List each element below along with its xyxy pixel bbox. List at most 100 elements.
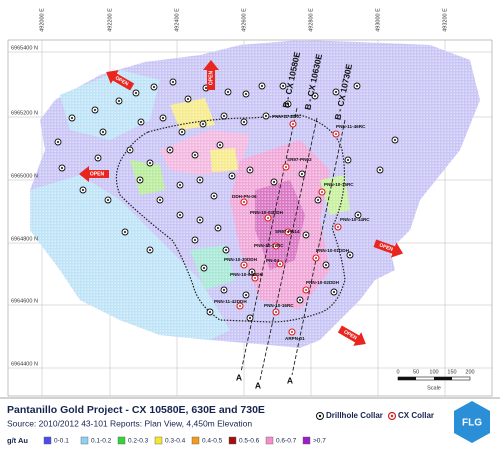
drillhole-dot [251,271,253,273]
drillhole-dot [194,154,196,156]
drillhole-label: PNN-10-01DDH [316,248,350,253]
drillhole-label: PNN-10-03DDH [250,210,284,215]
drillhole-dot [249,317,251,319]
drillhole-dot [249,169,251,171]
drillhole-dot [335,91,337,93]
drillhole-dot [187,98,189,100]
cx-dot [292,123,294,125]
drillhole-dot [394,139,396,141]
legend-drillhole-dot [318,414,322,418]
grade-swatch [265,436,274,445]
drillhole-dot [162,117,164,119]
drillhole-label: PNN-10-30DDH [224,257,258,262]
drillhole-dot [172,81,174,83]
section-line [240,107,298,373]
arrow-shape [106,70,135,91]
drillhole-dot [139,179,141,181]
drillhole-dot [97,157,99,159]
drillhole-dot [107,199,109,201]
logo-shape [454,401,490,443]
collars [54,78,399,336]
section-lines [240,107,346,381]
drillhole-dot [149,249,151,251]
drillhole-label: SR97-PN14 [275,229,300,234]
drillhole-dot [118,100,120,102]
grade-swatch [80,436,89,445]
legend-drillhole-label: Drillhole Collar [326,411,383,420]
scale-tick: 150 [447,369,456,375]
drillhole-dot [225,249,227,251]
drillhole-label: PNN-10-02DDH [306,280,340,285]
drillhole-label: PNN-10-14RC [340,217,370,222]
scale-bar-fill [398,377,416,380]
section-line [291,119,346,376]
cx-dot [275,311,277,313]
cx-dot [305,289,307,291]
drillhole-dot [287,103,289,105]
drillhole-dot [124,231,126,233]
cx-dot [321,191,323,193]
drillhole-label: PNN-10-04DDH [230,272,264,277]
drillhole-dot [325,264,327,266]
drillhole-dot [169,149,171,151]
grade-swatch [302,436,311,445]
drillhole-dot [245,294,247,296]
northing-label: 6964600 N [11,298,38,304]
open-arrow: OPEN [373,239,404,258]
grade-swatch [191,436,200,445]
grade-swatch [154,436,163,445]
grade-range: 0.1-0.2 [91,438,112,445]
drillhole-dot [379,169,381,171]
northing-label: 6965200 N [11,110,38,116]
section-line [259,117,318,381]
drillhole-dot [347,159,349,161]
drillhole-dot [223,115,225,117]
arrow-shape [203,60,219,90]
drillhole-dot [317,199,319,201]
drillhole-dot [179,214,181,216]
drillhole-label: PNN-11-42DDH [214,299,247,304]
drillhole-dot [305,234,307,236]
scale-tick: 50 [413,369,419,375]
drillhole-dot [213,195,215,197]
source: Source: 2010/2012 43-101 Reports: Plan V… [7,418,252,428]
scale-bar-fill [434,377,452,380]
cx-dot [291,331,293,333]
open-arrow: OPEN [79,166,109,182]
legend-cx-dot [390,414,394,418]
drillhole-dot [82,189,84,191]
northing-label: 6964800 N [11,236,38,242]
drillhole-dot [153,86,155,88]
open-label: OPEN [90,171,105,177]
scale-tick: 200 [465,369,474,375]
grade-range: 0.5-0.6 [239,438,260,445]
arrow-shape [79,166,109,182]
drillhole-dot [181,131,183,133]
drillhole-dot [282,85,284,87]
grade-swatch [43,436,52,445]
drillhole-label: PN-04 [266,258,279,263]
drillhole-dot [245,93,247,95]
cx-dot [243,201,245,203]
grade-range: 0.6-0.7 [276,438,297,445]
drillhole-dot [179,184,181,186]
cx-dot [335,133,337,135]
drillhole-dot [349,254,351,256]
cx-dot [267,217,269,219]
drillhole-dot [265,115,267,117]
easting-label: 492400 E [174,8,180,32]
logo-text: FLG [462,418,482,429]
cx-dot [315,257,317,259]
title: Pantanillo Gold Project - CX 10580E, 630… [7,404,265,416]
drillhole-dot [261,85,263,87]
open-label: OPEN [208,71,214,86]
grade-range: 0.2-0.3 [128,438,149,445]
drillhole-label: PNN-10-16RC [264,303,294,308]
drillhole-dot [129,149,131,151]
drillhole-dot [231,175,233,177]
cx-dot [243,264,245,266]
cx-dot [287,231,289,233]
cx-dot [337,226,339,228]
drillhole-dot [243,121,245,123]
